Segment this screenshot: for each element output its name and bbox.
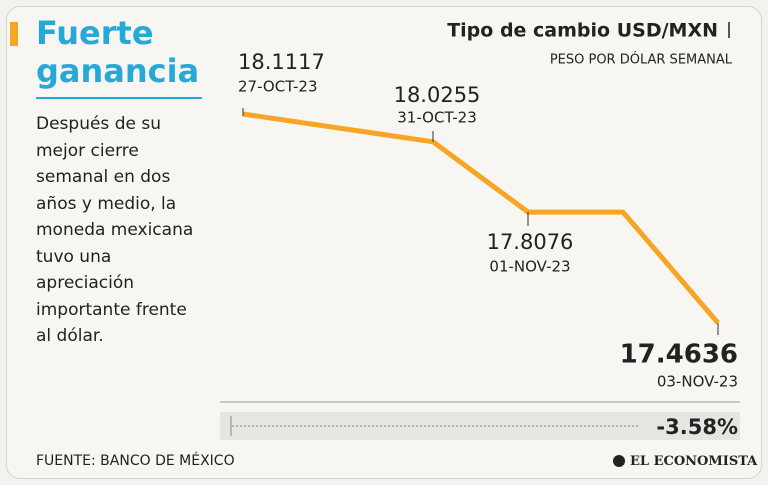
accent-bar (10, 22, 18, 46)
headline: Fuerte ganancia (36, 14, 200, 90)
date-label: 27-OCT-23 (238, 78, 317, 96)
value-label: 17.4636 (620, 340, 738, 370)
line (242, 111, 720, 325)
brand-icon (613, 455, 625, 467)
chart-title: Tipo de cambio USD/MXN (447, 20, 718, 42)
value-label: 17.8076 (487, 230, 574, 254)
chart-subtitle: PESO POR DÓLAR SEMANAL (550, 52, 733, 68)
value-label: 18.0255 (394, 83, 481, 107)
date-label: 31-OCT-23 (397, 109, 476, 127)
date-label: 03-NOV-23 (657, 373, 738, 391)
frame (6, 6, 762, 479)
date-label: 01-NOV-23 (489, 258, 570, 276)
source: FUENTE: BANCO DE MÉXICO (36, 453, 235, 469)
body-text: Después de su mejor cierre semanal en do… (36, 114, 194, 346)
value-label: 18.1117 (238, 50, 325, 74)
brand: EL ECONOMISTA (630, 454, 758, 469)
change-label: -3.58% (656, 415, 738, 439)
divider (36, 97, 202, 99)
